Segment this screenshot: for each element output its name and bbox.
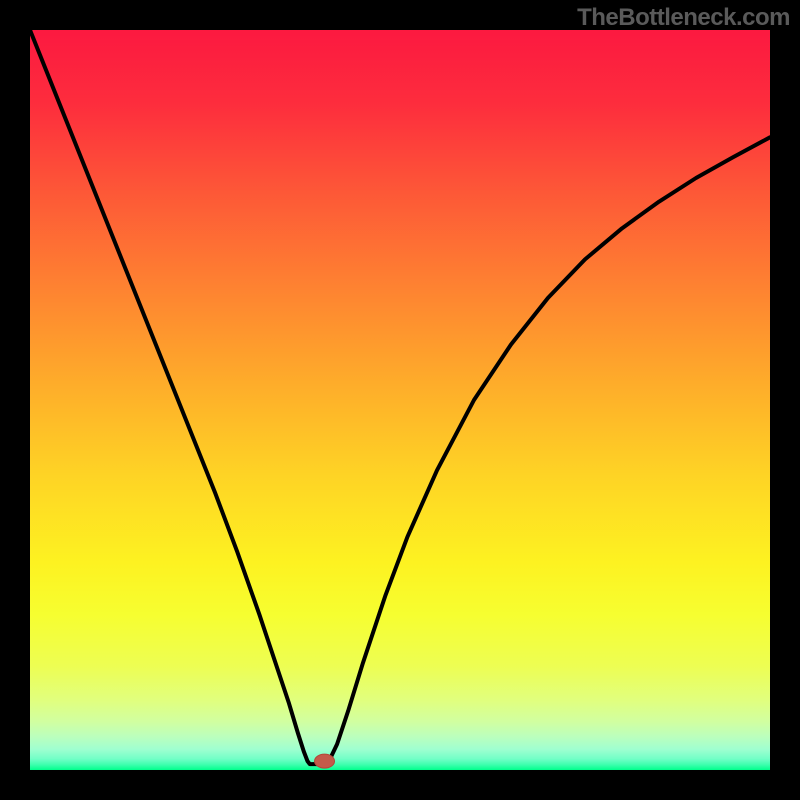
chart-plot-area (30, 30, 770, 770)
chart-marker (315, 754, 335, 768)
watermark-text: TheBottleneck.com (577, 4, 790, 32)
chart-background (30, 30, 770, 770)
chart-svg (30, 30, 770, 770)
